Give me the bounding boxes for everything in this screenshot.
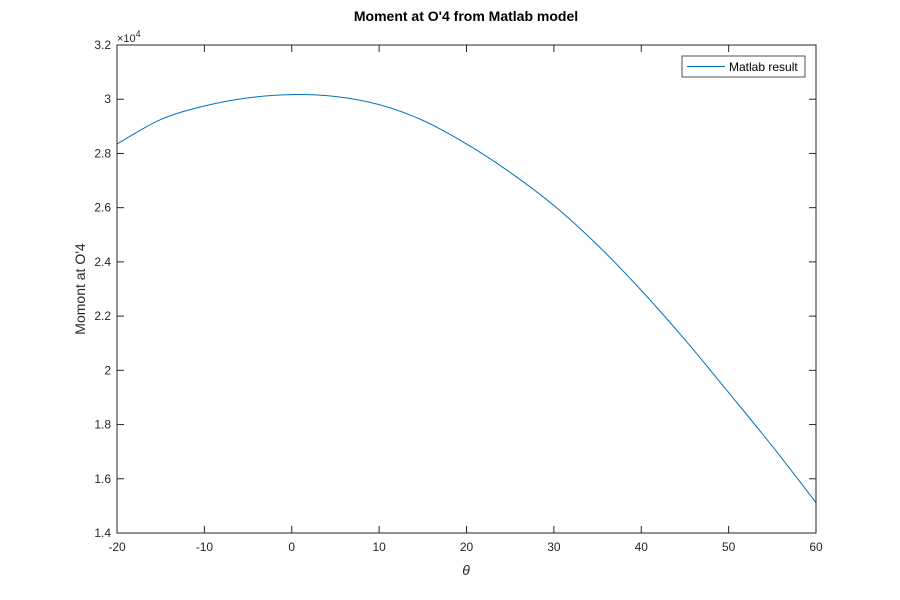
y-tick-label: 1.6 — [94, 472, 111, 486]
x-tick-label: 60 — [809, 540, 823, 554]
y-tick-label: 1.8 — [94, 418, 111, 432]
y-tick-label: 2.2 — [94, 309, 111, 323]
series-layer — [116, 94, 817, 503]
x-tick-label: 50 — [722, 540, 736, 554]
series-line-matlab-result — [116, 94, 817, 503]
y-axis-label: Momont at O'4 — [72, 243, 88, 335]
x-tick-label: 0 — [288, 540, 295, 554]
chart-title: Moment at O'4 from Matlab model — [354, 8, 578, 24]
y-exponent-power: 4 — [136, 29, 141, 39]
y-tick-label: 3 — [104, 92, 111, 106]
y-tick-label: 2.6 — [94, 201, 111, 215]
y-tick-label: 2 — [104, 363, 111, 377]
legend: Matlab result — [681, 55, 806, 78]
y-tick-label: 1.4 — [94, 526, 111, 540]
y-tick-label: 2.8 — [94, 146, 111, 160]
x-tick-label: -10 — [196, 540, 214, 554]
x-tick-label: 10 — [372, 540, 386, 554]
plot-area — [117, 45, 816, 533]
x-tick-label: -20 — [108, 540, 126, 554]
x-tick-label: 40 — [635, 540, 649, 554]
legend-label-matlab-result: Matlab result — [729, 60, 798, 74]
x-axis-label: θ — [462, 562, 470, 578]
x-tick-label: 20 — [460, 540, 474, 554]
ticks-layer: -20 -10 0 10 20 30 40 50 60 1.4 1.6 1.8 2 2.2 2.4 2.6 2.… — [94, 38, 823, 554]
y-tick-label: 2.4 — [94, 255, 111, 269]
y-tick-label: 3.2 — [94, 38, 111, 52]
x-tick-label: 30 — [547, 540, 561, 554]
y-exponent-base: ×10 — [117, 33, 136, 45]
legend-box — [681, 55, 806, 78]
y-axis-exponent: ×104 — [117, 29, 141, 45]
